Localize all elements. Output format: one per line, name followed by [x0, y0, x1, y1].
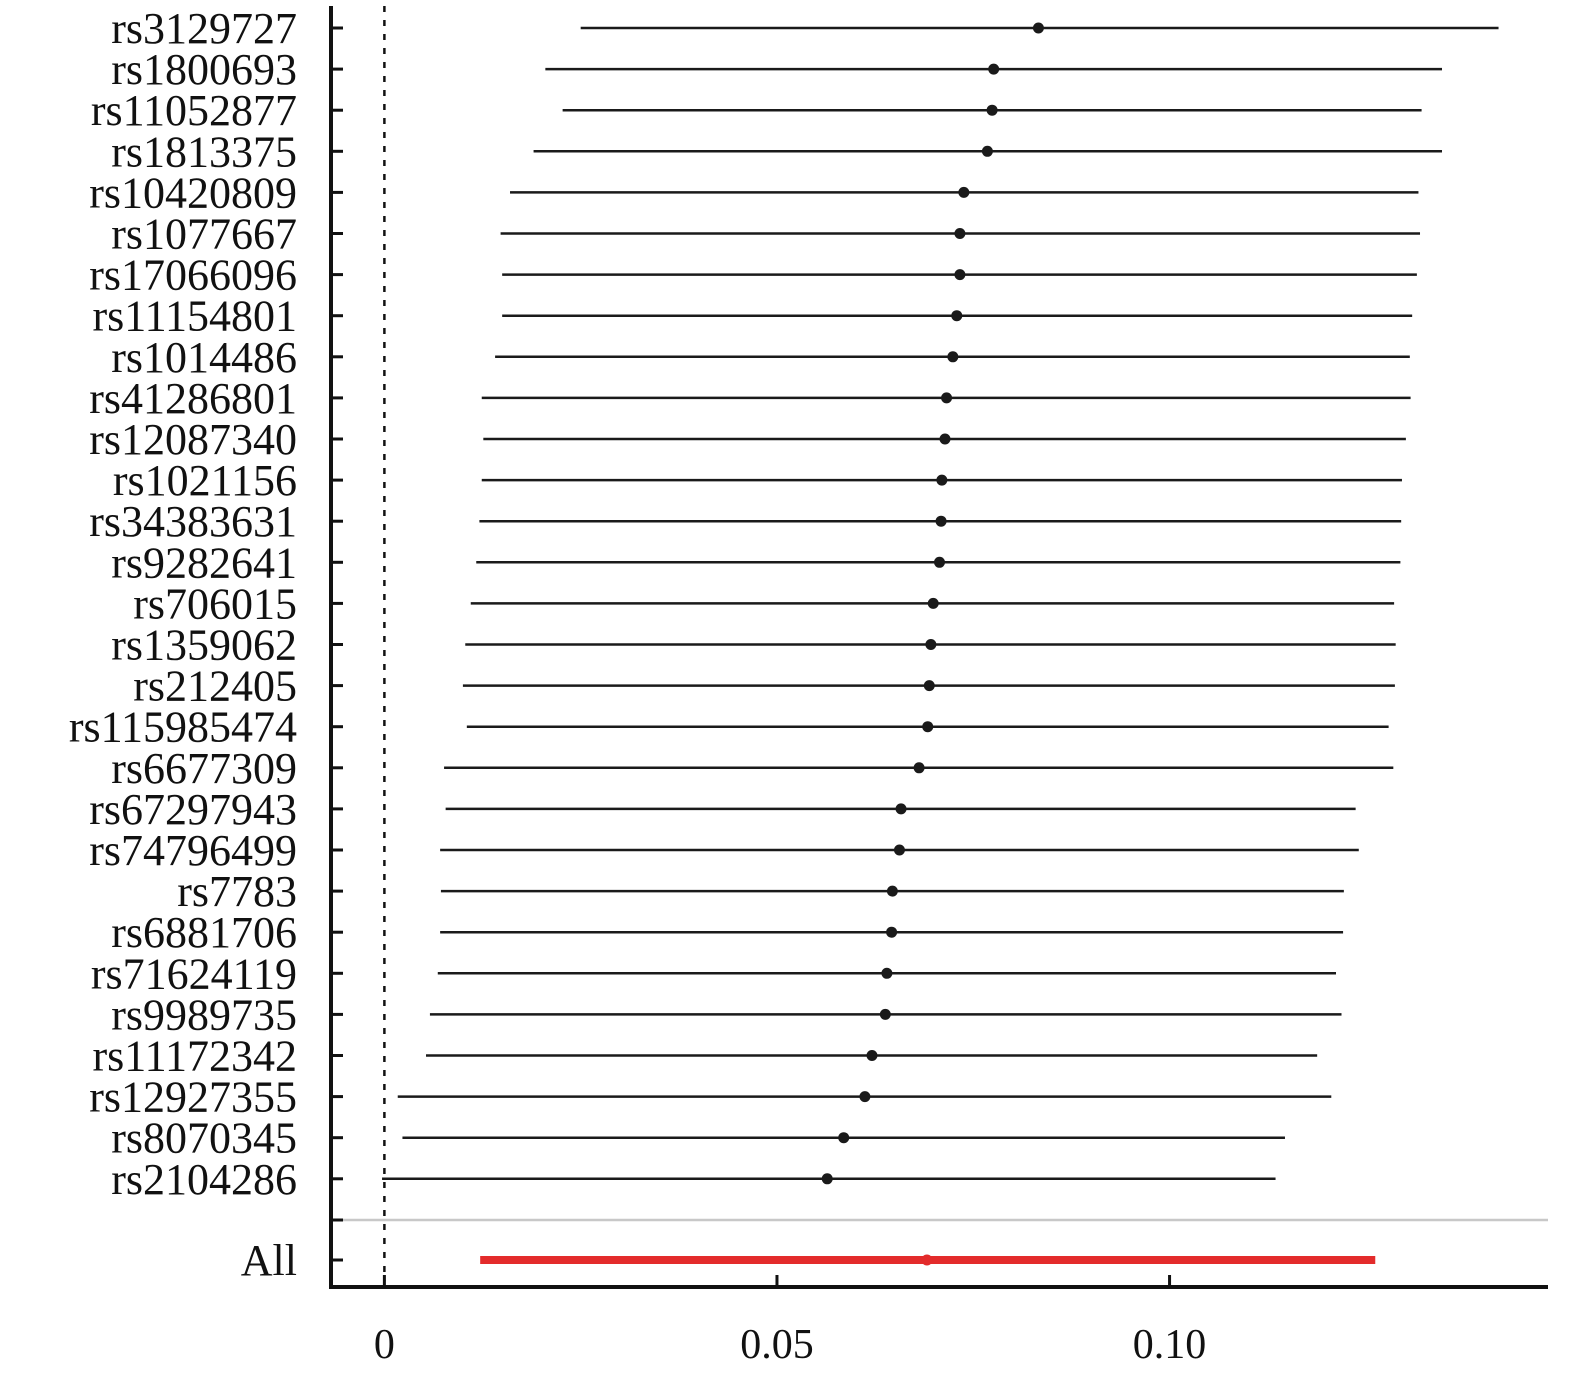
row-label: rs8070345: [111, 1114, 297, 1163]
point-estimate-marker: [895, 803, 907, 815]
forest-row: [580, 22, 1499, 34]
point-estimate-marker: [927, 597, 939, 609]
forest-row: [465, 639, 1396, 650]
point-estimate-marker: [925, 639, 937, 650]
forest-row: [440, 926, 1344, 938]
x-tick-label: 0: [374, 1322, 395, 1368]
row-label: rs1021156: [113, 456, 297, 505]
row-label: rs12927355: [89, 1073, 297, 1122]
row-label: rs9282641: [111, 538, 297, 587]
summary-layer: [480, 1254, 1376, 1266]
axes-layer: [329, 6, 1548, 1289]
row-label: rs7783: [177, 867, 297, 916]
row-label: rs6677309: [111, 744, 297, 793]
row-label: rs12087340: [89, 415, 297, 464]
summary-label: All: [241, 1236, 297, 1285]
row-label: rs115985474: [69, 703, 297, 752]
forest-row: [470, 597, 1395, 609]
row-label: rs6881706: [111, 908, 297, 957]
point-estimate-marker: [958, 186, 970, 198]
row-label: rs1813375: [111, 127, 297, 176]
reference-layer: [331, 6, 1548, 1281]
x-tick-label: 0.05: [740, 1322, 814, 1368]
row-label: rs1014486: [111, 333, 297, 382]
forest-row: [437, 967, 1337, 979]
forest-row: [429, 1008, 1342, 1020]
row-label: rs17066096: [89, 251, 297, 300]
row-label: rs34383631: [89, 497, 297, 546]
forest-row: [382, 1173, 1276, 1185]
summary-estimate-marker: [921, 1254, 933, 1266]
point-estimate-marker: [936, 474, 948, 486]
point-estimate-marker: [886, 885, 898, 897]
point-estimate-marker: [986, 104, 998, 116]
forest-row: [440, 844, 1359, 856]
forest-row: [466, 721, 1389, 733]
point-estimate-marker: [1032, 22, 1044, 34]
point-estimate-marker: [934, 556, 945, 568]
point-estimate-marker: [947, 351, 959, 363]
forest-row: [500, 228, 1421, 239]
forest-row: [476, 556, 1401, 568]
row-label: rs1800693: [111, 45, 297, 94]
forest-row: [495, 351, 1410, 363]
forest-row: [402, 1132, 1285, 1144]
row-label: rs706015: [133, 579, 297, 628]
forest-row: [479, 515, 1402, 527]
row-label: rs11154801: [92, 292, 297, 341]
row-label: rs9989735: [111, 990, 297, 1039]
forest-row: [545, 63, 1443, 75]
point-estimate-marker: [951, 310, 963, 322]
forest-row: [510, 186, 1419, 198]
point-estimate-marker: [935, 515, 947, 527]
point-estimate-marker: [893, 844, 905, 856]
point-estimate-marker: [886, 926, 898, 938]
forest-row: [533, 145, 1443, 157]
point-estimate-marker: [923, 680, 935, 692]
point-estimate-marker: [954, 269, 966, 281]
row-label: rs1359062: [111, 621, 297, 670]
forest-row: [483, 433, 1406, 445]
row-label: rs2104286: [111, 1155, 297, 1204]
row-label: rs212405: [133, 662, 297, 711]
rows-layer: [382, 22, 1499, 1185]
row-label: rs74796499: [89, 826, 297, 875]
point-estimate-marker: [838, 1132, 850, 1144]
forest-row: [440, 885, 1344, 897]
forest-row: [445, 803, 1356, 815]
point-estimate-marker: [881, 967, 893, 979]
point-estimate-marker: [941, 392, 953, 404]
forest-row: [397, 1091, 1332, 1103]
point-estimate-marker: [913, 762, 925, 774]
row-label: rs11172342: [92, 1032, 297, 1081]
forest-row: [562, 104, 1422, 116]
forest-row: [502, 269, 1417, 281]
row-label: rs11052877: [91, 86, 297, 135]
row-label: rs1077667: [111, 210, 297, 259]
summary-row: [480, 1254, 1376, 1266]
labels-layer: rs3129727rs1800693rs11052877rs1813375rs1…: [69, 4, 1206, 1368]
point-estimate-marker: [954, 228, 966, 239]
point-estimate-marker: [988, 63, 1000, 75]
point-estimate-marker: [879, 1008, 891, 1020]
row-label: rs67297943: [89, 785, 297, 834]
forest-row: [426, 1050, 1318, 1061]
forest-row: [462, 680, 1395, 692]
point-estimate-marker: [939, 433, 951, 445]
row-label: rs10420809: [89, 168, 297, 217]
forest-row: [481, 392, 1411, 404]
forest-row: [502, 310, 1413, 322]
row-label: rs41286801: [89, 374, 297, 423]
point-estimate-marker: [821, 1173, 833, 1185]
point-estimate-marker: [866, 1050, 878, 1061]
point-estimate-marker: [981, 145, 993, 157]
point-estimate-marker: [922, 721, 934, 733]
forest-row: [481, 474, 1402, 486]
row-label: rs71624119: [91, 949, 297, 998]
forest-row: [444, 762, 1394, 774]
x-tick-label: 0.10: [1133, 1322, 1207, 1368]
row-label: rs3129727: [111, 4, 297, 53]
point-estimate-marker: [859, 1091, 871, 1103]
